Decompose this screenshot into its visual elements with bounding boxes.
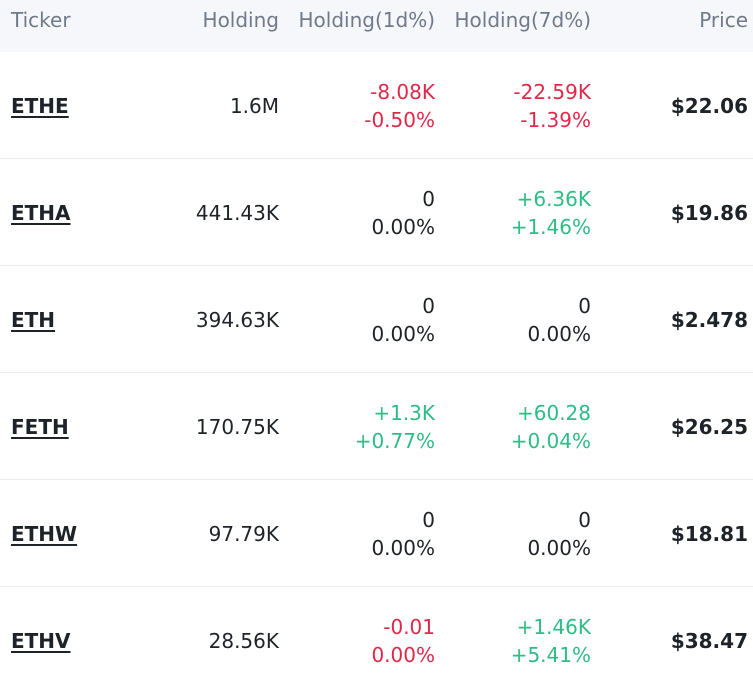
holding-cell: 1.6M	[230, 52, 279, 159]
holding-cell: 441.43K	[196, 159, 279, 266]
holding-7d-percent: +0.04%	[510, 428, 591, 453]
holding-1d-change: +1.3K	[373, 400, 435, 425]
holding-value: 28.56K	[208, 628, 279, 653]
holding-1d-percent: 0.00%	[371, 214, 435, 239]
holding-cell: 97.79K	[209, 480, 279, 587]
holding-7d-percent: 0.00%	[527, 321, 591, 346]
ticker-link[interactable]: ETHE	[11, 93, 69, 118]
price-cell: $18.81	[671, 480, 748, 587]
ticker-link[interactable]: ETH	[11, 307, 56, 332]
ticker-cell: ETHV	[11, 587, 71, 694]
holding-7d-change: 0	[578, 293, 591, 318]
holding-7d-cell: 0 0.00%	[527, 480, 591, 587]
price-value: $19.86	[670, 200, 748, 225]
ticker-link[interactable]: ETHV	[11, 628, 71, 653]
holding-7d-cell: +6.36K +1.46%	[511, 159, 591, 266]
table-row: FETH 170.75K +1.3K +0.77% +60.28 +0.04% …	[0, 373, 753, 480]
ticker-cell: ETHW	[11, 480, 77, 587]
price-value: $26.25	[670, 414, 748, 439]
holding-1d-percent: 0.00%	[371, 642, 435, 667]
table-row: ETHE 1.6M -8.08K -0.50% -22.59K -1.39% $…	[0, 52, 753, 159]
price-cell: $2.478	[671, 266, 748, 373]
holding-7d-change: +6.36K	[516, 186, 591, 211]
price-cell: $26.25	[671, 373, 748, 480]
holding-7d-change: +1.46K	[516, 614, 591, 639]
table-header: Ticker Holding Holding(1d%) Holding(7d%)…	[0, 0, 753, 52]
holding-1d-cell: 0 0.00%	[371, 266, 435, 373]
ticker-cell: ETHA	[11, 159, 71, 266]
holding-1d-cell: -8.08K -0.50%	[364, 52, 435, 159]
holding-1d-cell: 0 0.00%	[371, 159, 435, 266]
price-value: $22.06	[670, 93, 748, 118]
ticker-cell: ETH	[11, 266, 55, 373]
holding-7d-cell: 0 0.00%	[527, 266, 591, 373]
column-header-holding-7d[interactable]: Holding(7d%)	[454, 8, 591, 32]
ticker-link[interactable]: ETHW	[11, 521, 78, 546]
holding-1d-percent: -0.50%	[364, 107, 435, 132]
price-cell: $19.86	[671, 159, 748, 266]
holding-7d-cell: -22.59K -1.39%	[513, 52, 591, 159]
holding-1d-cell: +1.3K +0.77%	[355, 373, 435, 480]
holding-1d-change: 0	[422, 507, 435, 532]
ticker-cell: FETH	[11, 373, 69, 480]
holding-cell: 28.56K	[209, 587, 279, 694]
holding-1d-percent: +0.77%	[354, 428, 435, 453]
holding-1d-change: 0	[422, 293, 435, 318]
holding-value: 170.75K	[195, 414, 279, 439]
table-row: ETHA 441.43K 0 0.00% +6.36K +1.46% $19.8…	[0, 159, 753, 266]
price-value: $18.81	[670, 521, 748, 546]
holding-7d-percent: +5.41%	[510, 642, 591, 667]
table-row: ETHV 28.56K -0.01 0.00% +1.46K +5.41% $3…	[0, 587, 753, 694]
holding-7d-change: -22.59K	[513, 79, 591, 104]
holding-1d-cell: -0.01 0.00%	[371, 587, 435, 694]
column-header-ticker[interactable]: Ticker	[11, 8, 71, 32]
holding-1d-change: 0	[422, 186, 435, 211]
table-row: ETHW 97.79K 0 0.00% 0 0.00% $18.81	[0, 480, 753, 587]
table-body: ETHE 1.6M -8.08K -0.50% -22.59K -1.39% $…	[0, 52, 753, 694]
price-cell: $22.06	[671, 52, 748, 159]
ticker-link[interactable]: ETHA	[11, 200, 71, 225]
column-header-holding-1d[interactable]: Holding(1d%)	[298, 8, 435, 32]
holding-cell: 170.75K	[196, 373, 279, 480]
holding-7d-change: 0	[578, 507, 591, 532]
holding-7d-percent: +1.46%	[510, 214, 591, 239]
holding-value: 441.43K	[195, 200, 279, 225]
holding-1d-change: -0.01	[383, 614, 435, 639]
ticker-cell: ETHE	[11, 52, 69, 159]
holding-value: 1.6M	[229, 93, 279, 118]
holding-cell: 394.63K	[196, 266, 279, 373]
holding-7d-cell: +1.46K +5.41%	[511, 587, 591, 694]
holding-value: 97.79K	[208, 521, 279, 546]
holding-value: 394.63K	[195, 307, 279, 332]
column-header-holding[interactable]: Holding	[202, 8, 279, 32]
holding-7d-cell: +60.28 +0.04%	[511, 373, 591, 480]
price-value: $38.47	[670, 628, 748, 653]
holding-7d-change: +60.28	[516, 400, 591, 425]
holding-1d-change: -8.08K	[370, 79, 435, 104]
table-row: ETH 394.63K 0 0.00% 0 0.00% $2.478	[0, 266, 753, 373]
holding-7d-percent: 0.00%	[527, 535, 591, 560]
price-value: $2.478	[670, 307, 748, 332]
holding-7d-percent: -1.39%	[520, 107, 591, 132]
holding-1d-cell: 0 0.00%	[371, 480, 435, 587]
holding-1d-percent: 0.00%	[371, 535, 435, 560]
holding-1d-percent: 0.00%	[371, 321, 435, 346]
column-header-price[interactable]: Price	[699, 8, 748, 32]
price-cell: $38.47	[671, 587, 748, 694]
ticker-link[interactable]: FETH	[11, 414, 69, 439]
